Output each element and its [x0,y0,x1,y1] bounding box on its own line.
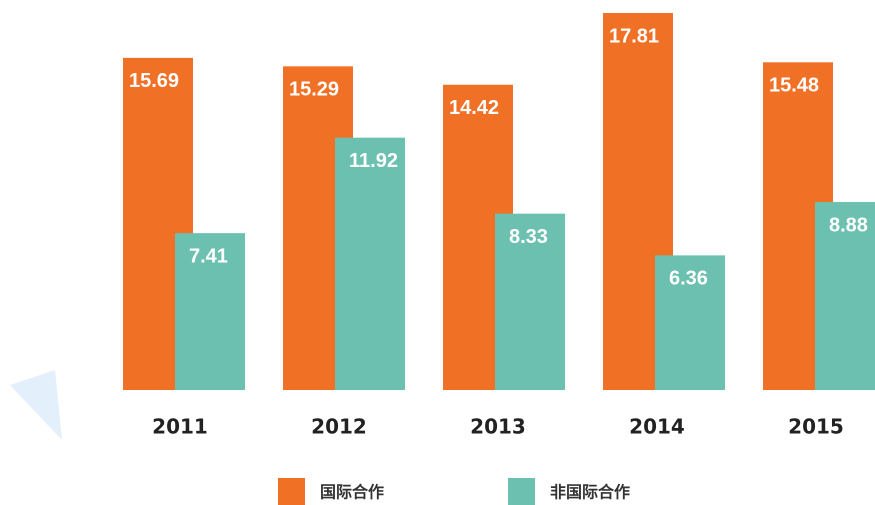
legend-swatch [278,478,305,505]
legend-label: 非国际合作 [550,483,630,502]
value-label: 14.42 [449,97,499,119]
value-label: 15.29 [289,79,339,101]
legend-label: 国际合作 [320,483,384,502]
value-label: 15.69 [129,70,179,92]
value-label: 7.41 [189,245,228,267]
x-tick-label: 2015 [788,415,844,439]
decoration [10,370,62,440]
bar [815,202,875,390]
x-tick-label: 2014 [629,415,685,439]
value-label: 17.81 [609,25,659,47]
bar [655,255,725,390]
value-label: 8.88 [829,214,868,236]
value-label: 6.36 [669,268,708,290]
x-tick-label: 2013 [470,415,526,439]
x-tick-label: 2011 [152,415,208,439]
value-label: 15.48 [769,75,819,97]
bar [175,233,245,390]
value-label: 11.92 [349,150,398,172]
bar [335,137,405,390]
value-label: 8.33 [509,226,548,248]
bar [495,213,565,390]
legend-swatch [508,478,535,505]
x-tick-label: 2012 [311,415,367,439]
